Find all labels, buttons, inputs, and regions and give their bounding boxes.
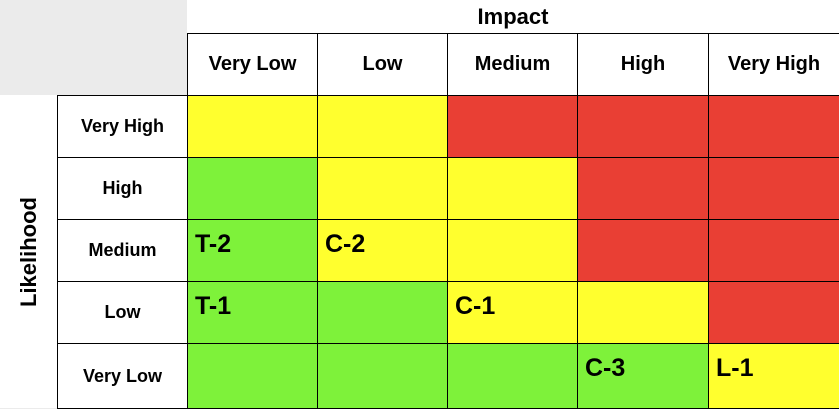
risk-label-c-3: C-3 xyxy=(585,354,626,382)
matrix-cell-very-high-high xyxy=(577,95,709,158)
impact-header-very-high: Very High xyxy=(708,33,839,96)
matrix-cell-high-very-low xyxy=(187,157,318,220)
matrix-cell-low-very-high xyxy=(708,281,839,344)
matrix-cell-medium-high xyxy=(577,219,709,282)
matrix-cell-medium-very-low: T-2 xyxy=(187,219,318,282)
matrix-cell-low-low xyxy=(317,281,448,344)
likelihood-header-very-low: Very Low xyxy=(57,343,188,409)
matrix-cell-low-very-low: T-1 xyxy=(187,281,318,344)
risk-label-c-2: C-2 xyxy=(325,230,366,258)
matrix-cell-very-low-very-low xyxy=(187,343,318,409)
likelihood-axis-title-box: Likelihood xyxy=(0,95,57,408)
matrix-cell-high-medium xyxy=(447,157,578,220)
matrix-cell-very-low-low xyxy=(317,343,448,409)
matrix-cell-very-low-medium xyxy=(447,343,578,409)
likelihood-header-low: Low xyxy=(57,281,188,344)
matrix-cell-low-high xyxy=(577,281,709,344)
matrix-cell-very-high-very-high xyxy=(708,95,839,158)
matrix-cell-very-high-low xyxy=(317,95,448,158)
impact-header-high: High xyxy=(577,33,709,96)
likelihood-header-medium: Medium xyxy=(57,219,188,282)
matrix-cell-medium-very-high xyxy=(708,219,839,282)
impact-axis-title: Impact xyxy=(477,3,549,29)
matrix-cell-very-high-medium xyxy=(447,95,578,158)
matrix-cell-very-low-very-high: L-1 xyxy=(708,343,839,409)
risk-label-c-1: C-1 xyxy=(455,292,496,320)
matrix-cell-medium-low: C-2 xyxy=(317,219,448,282)
matrix-cell-very-low-high: C-3 xyxy=(577,343,709,409)
likelihood-axis-title: Likelihood xyxy=(15,196,41,307)
risk-label-t-1: T-1 xyxy=(195,292,232,320)
matrix-cell-high-very-high xyxy=(708,157,839,220)
likelihood-header-very-high: Very High xyxy=(57,95,188,158)
impact-header-low: Low xyxy=(317,33,448,96)
impact-title-band xyxy=(187,0,839,33)
impact-header-very-low: Very Low xyxy=(187,33,318,96)
impact-header-medium: Medium xyxy=(447,33,578,96)
likelihood-title-band xyxy=(0,95,57,408)
matrix-cell-very-high-very-low xyxy=(187,95,318,158)
matrix-cell-medium-medium xyxy=(447,219,578,282)
matrix-cell-high-high xyxy=(577,157,709,220)
risk-label-t-2: T-2 xyxy=(195,230,232,258)
likelihood-header-high: High xyxy=(57,157,188,220)
matrix-cell-high-low xyxy=(317,157,448,220)
matrix-cell-low-medium: C-1 xyxy=(447,281,578,344)
risk-label-l-1: L-1 xyxy=(716,354,754,382)
